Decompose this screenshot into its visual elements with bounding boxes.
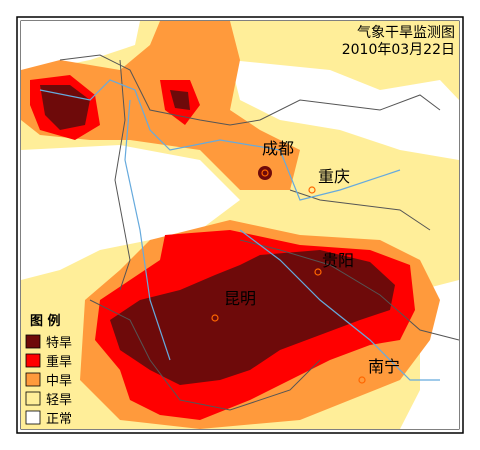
city-dot	[308, 186, 316, 194]
map-title: 气象干旱监测图	[357, 25, 455, 41]
map-date: 2010年03月22日	[342, 42, 455, 58]
drought-areas	[21, 21, 459, 429]
city-dot	[314, 268, 322, 276]
legend-swatch	[25, 391, 41, 406]
area-normal	[21, 145, 240, 280]
border	[239, 239, 460, 341]
city-label: 昆明	[224, 289, 256, 308]
legend-swatch	[25, 334, 41, 349]
border	[114, 59, 131, 291]
boundaries	[59, 54, 460, 411]
area-normal	[230, 60, 459, 160]
river	[239, 229, 440, 381]
legend-swatch	[25, 353, 41, 368]
city-dot	[211, 314, 219, 322]
border	[59, 54, 441, 126]
area-extreme	[170, 90, 190, 110]
river	[124, 99, 171, 361]
city-label: 贵阳	[322, 251, 354, 270]
city-label: 重庆	[318, 167, 350, 186]
city-dot	[261, 169, 269, 177]
legend-title: 图 例	[30, 313, 61, 329]
area-extreme	[40, 85, 90, 130]
legend-label: 特旱	[46, 336, 72, 351]
legend-label: 正常	[46, 412, 72, 427]
river	[39, 79, 401, 201]
city-label: 成都	[262, 139, 294, 158]
city-dot	[358, 376, 366, 384]
border	[289, 189, 431, 231]
legend-swatch	[25, 372, 41, 387]
city-markers	[211, 169, 366, 384]
rivers	[39, 79, 440, 381]
area-extreme	[258, 166, 272, 180]
area-normal	[400, 280, 459, 429]
legend-label: 重旱	[46, 354, 72, 370]
legend-swatch	[25, 410, 41, 425]
outer-frame	[16, 16, 464, 434]
city-label: 南宁	[368, 357, 400, 376]
area-moderate	[21, 21, 300, 190]
legend-label: 轻旱	[46, 393, 72, 408]
legend-label: 中旱	[46, 374, 72, 389]
border	[89, 299, 321, 411]
area-extreme	[110, 250, 395, 385]
